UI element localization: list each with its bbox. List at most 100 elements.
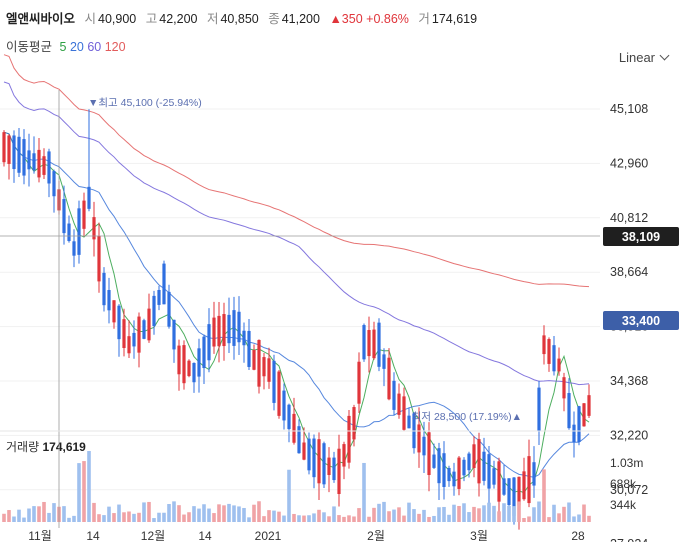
candle-body: [237, 311, 241, 343]
volume-bar: [532, 507, 536, 522]
candle-body: [532, 462, 536, 486]
volume-bar: [417, 513, 421, 522]
candle-body: [67, 223, 71, 242]
volume-bar: [22, 517, 26, 522]
volume-bar: [67, 517, 71, 522]
volume-bar: [237, 506, 241, 522]
candle-body: [572, 424, 576, 443]
candle-body: [82, 200, 86, 229]
candle-body: [462, 459, 466, 476]
volume-panel-title: 거래량 174,619: [6, 438, 86, 455]
candle-body: [142, 320, 146, 339]
change-value: ▲350 +0.86%: [329, 12, 409, 26]
low-annotation: 최저 28,500 (17.19%)▲: [412, 411, 522, 423]
volume-tick-label: 344k: [610, 498, 637, 512]
ma-20: 20: [69, 40, 84, 54]
candle-body: [282, 390, 286, 421]
candle-body: [522, 471, 526, 500]
candle-body: [502, 478, 506, 495]
moving-average-legend[interactable]: 이동평균 5 20 60 120: [6, 36, 126, 55]
y-tick-label: 34,368: [610, 374, 648, 388]
candle-body: [262, 357, 266, 377]
volume-bar: [297, 515, 301, 522]
ma-5: 5: [59, 40, 67, 54]
crosshair-price: 38,109: [622, 230, 660, 244]
candle-body: [47, 151, 51, 184]
volume-bar: [97, 514, 101, 522]
volume-bar: [42, 501, 46, 522]
candle-body: [322, 443, 326, 485]
candle-body: [397, 393, 401, 415]
candle-body: [37, 149, 41, 178]
volume-bar: [12, 516, 16, 522]
volume-bar: [432, 515, 436, 522]
candle-body: [362, 325, 366, 360]
candle-body: [277, 371, 281, 416]
candle-body: [117, 305, 121, 340]
candle-body: [227, 314, 231, 344]
volume-bar: [72, 515, 76, 522]
volume-bars: [2, 451, 591, 522]
x-tick-label: 11월: [28, 529, 52, 542]
volume-bar: [357, 508, 361, 522]
volume-bar: [267, 510, 271, 522]
volume-bar: [102, 515, 106, 522]
candle-body: [472, 444, 476, 469]
volume-bar: [232, 505, 236, 522]
ma-line-120: [3, 54, 590, 288]
candle-body: [17, 136, 21, 173]
volume-bar: [82, 461, 86, 522]
candle-body: [437, 448, 441, 484]
candle-body: [137, 316, 141, 353]
volume-bar: [147, 501, 151, 522]
volume-bar: [377, 503, 381, 522]
volume-bar: [292, 513, 296, 522]
candle-body: [422, 436, 426, 456]
volume-bar: [342, 516, 346, 522]
volume-bar: [367, 516, 371, 522]
volume-bar: [587, 515, 591, 522]
candle-body: [12, 135, 16, 170]
volume-bar: [352, 516, 356, 522]
candle-body: [347, 415, 351, 463]
x-tick-label: 2021: [255, 529, 282, 542]
volume-bar: [477, 508, 481, 522]
candle-body: [567, 393, 571, 429]
candle-body: [527, 456, 531, 504]
candles: [2, 109, 591, 530]
candle-body: [342, 444, 346, 467]
candle-body: [177, 345, 181, 375]
volume-bar: [202, 504, 206, 522]
volume-bar: [32, 506, 36, 522]
candle-body: [537, 387, 541, 432]
scale-dropdown[interactable]: Linear: [619, 50, 670, 65]
volume-tick-label: 688k: [610, 477, 637, 491]
last-price: 33,400: [622, 314, 660, 328]
volume-bar: [407, 502, 411, 522]
volume-bar: [447, 514, 451, 522]
volume-bar: [287, 469, 291, 522]
candle-body: [407, 415, 411, 429]
volume-bar: [537, 501, 541, 522]
volume-bar: [567, 502, 571, 522]
x-tick-label: 28: [571, 529, 585, 542]
candle-body: [192, 362, 196, 383]
candle-body: [482, 451, 486, 481]
volume-bar: [282, 515, 286, 522]
volume-bar: [152, 518, 156, 522]
y-tick-label: 40,812: [610, 211, 648, 225]
x-tick-label: 14: [86, 529, 100, 542]
close-value: 41,200: [281, 12, 320, 26]
candle-body: [497, 461, 501, 502]
candle-body: [172, 319, 176, 350]
candle-body: [432, 454, 436, 468]
candle-body: [87, 186, 91, 209]
ma-line-5: [3, 131, 590, 494]
volume-bar: [557, 513, 561, 522]
candle-body: [392, 380, 396, 410]
last-price-tag: 33,400: [603, 311, 679, 330]
volume-bar: [77, 463, 81, 522]
candle-body: [257, 339, 261, 387]
ma-line-20: [3, 131, 590, 478]
